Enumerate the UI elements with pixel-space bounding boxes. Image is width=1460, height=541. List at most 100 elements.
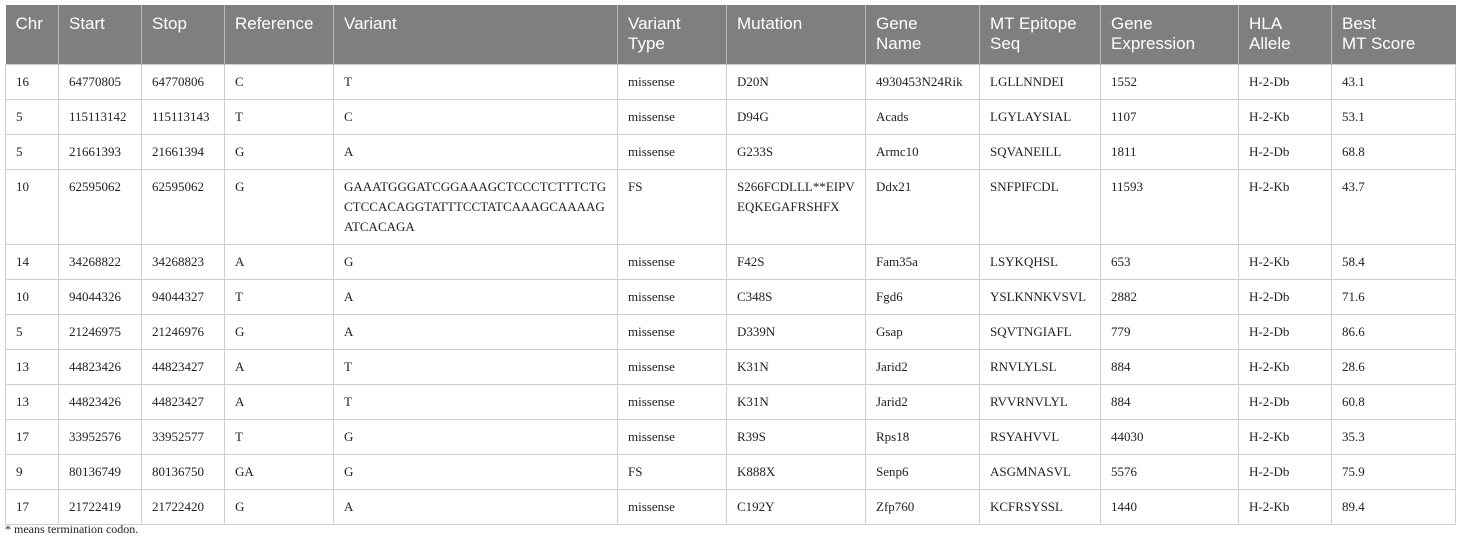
- cell-reference: T: [224, 99, 334, 135]
- header-text: Name: [876, 34, 922, 53]
- cell-reference: A: [224, 244, 334, 280]
- cell-stop: 64770806: [141, 64, 225, 100]
- cell-mt-epitope-seq: SQVANEILL: [979, 134, 1101, 170]
- cell-hla-allele: H-2-Kb: [1238, 489, 1332, 525]
- cell-mt-epitope-seq: ASGMNASVL: [979, 454, 1101, 490]
- cell-stop: 80136750: [141, 454, 225, 490]
- cell-gene-expression: 1440: [1100, 489, 1239, 525]
- cell-best-mt-score: 71.6: [1331, 279, 1456, 315]
- cell-stop: 21722420: [141, 489, 225, 525]
- cell-gene-expression: 884: [1100, 384, 1239, 420]
- cell-best-mt-score: 28.6: [1331, 349, 1456, 385]
- column-header-mutation: Mutation: [726, 5, 866, 65]
- cell-stop: 21246976: [141, 314, 225, 350]
- cell-gene-expression: 1811: [1100, 134, 1239, 170]
- cell-variant: C: [333, 99, 618, 135]
- cell-best-mt-score: 35.3: [1331, 419, 1456, 455]
- cell-chr: 9: [5, 454, 59, 490]
- cell-variant-type: missense: [617, 279, 727, 315]
- cell-start: 21722419: [58, 489, 142, 525]
- cell-mutation: S266FCDLLL**EIPVEQKEGAFRSHFX: [726, 169, 866, 245]
- column-header-variant-type: Variant Type: [617, 5, 727, 65]
- table-row: 10 62595062 62595062 G GAAATGGGATCGGAAAGCTCC…: [5, 169, 1456, 245]
- cell-gene-name: Jarid2: [865, 349, 980, 385]
- cell-best-mt-score: 58.4: [1331, 244, 1456, 280]
- column-header-best-mt-score: Best MT Score: [1331, 5, 1456, 65]
- cell-gene-name: Zfp760: [865, 489, 980, 525]
- cell-hla-allele: H-2-Kb: [1238, 169, 1332, 245]
- header-text: Gene: [876, 14, 918, 33]
- cell-variant-type: missense: [617, 489, 727, 525]
- header-text: Mutation: [737, 14, 803, 33]
- column-header-gene-expression: Gene Expression: [1100, 5, 1239, 65]
- cell-hla-allele: H-2-Db: [1238, 64, 1332, 100]
- cell-mutation: D339N: [726, 314, 866, 350]
- cell-stop: 62595062: [141, 169, 225, 245]
- cell-gene-expression: 2882: [1100, 279, 1239, 315]
- cell-chr: 17: [5, 489, 59, 525]
- cell-hla-allele: H-2-Kb: [1238, 99, 1332, 135]
- cell-gene-expression: 779: [1100, 314, 1239, 350]
- cell-stop: 94044327: [141, 279, 225, 315]
- cell-reference: T: [224, 419, 334, 455]
- header-text: Start: [69, 14, 105, 33]
- table-container: Chr Start Stop Reference Variant Variant…: [5, 5, 1456, 525]
- cell-variant-type: missense: [617, 244, 727, 280]
- cell-hla-allele: H-2-Db: [1238, 384, 1332, 420]
- cell-best-mt-score: 60.8: [1331, 384, 1456, 420]
- cell-chr: 13: [5, 349, 59, 385]
- cell-variant: A: [333, 314, 618, 350]
- table-footnote: * means termination codon.: [5, 522, 139, 536]
- column-header-gene-name: Gene Name: [865, 5, 980, 65]
- cell-gene-name: Gsap: [865, 314, 980, 350]
- header-text: Gene: [1111, 14, 1153, 33]
- table-row: 9 80136749 80136750 GA G FS K888X Senp6 ASGMNASV…: [5, 454, 1456, 490]
- header-text: HLA: [1249, 14, 1283, 33]
- cell-reference: A: [224, 384, 334, 420]
- cell-start: 62595062: [58, 169, 142, 245]
- header-text: Type: [628, 34, 665, 53]
- cell-chr: 5: [5, 314, 59, 350]
- cell-mt-epitope-seq: LGLLNNDEI: [979, 64, 1101, 100]
- cell-chr: 13: [5, 384, 59, 420]
- cell-best-mt-score: 53.1: [1331, 99, 1456, 135]
- cell-chr: 10: [5, 279, 59, 315]
- header-text: Expression: [1111, 34, 1196, 53]
- cell-variant-type: missense: [617, 134, 727, 170]
- header-text: Stop: [152, 14, 187, 33]
- column-header-hla-allele: HLA Allele: [1238, 5, 1332, 65]
- column-header-chr: Chr: [5, 5, 59, 65]
- cell-gene-expression: 5576: [1100, 454, 1239, 490]
- cell-mutation: R39S: [726, 419, 866, 455]
- cell-stop: 115113143: [141, 99, 225, 135]
- header-text: MT Score: [1342, 34, 1416, 53]
- cell-gene-name: Senp6: [865, 454, 980, 490]
- cell-reference: T: [224, 279, 334, 315]
- cell-mt-epitope-seq: LSYKQHSL: [979, 244, 1101, 280]
- cell-chr: 16: [5, 64, 59, 100]
- cell-gene-name: Fam35a: [865, 244, 980, 280]
- header-text: Reference: [235, 14, 314, 33]
- cell-variant-type: missense: [617, 64, 727, 100]
- cell-variant: A: [333, 279, 618, 315]
- cell-stop: 34268823: [141, 244, 225, 280]
- cell-variant-type: missense: [617, 384, 727, 420]
- cell-gene-name: Ddx21: [865, 169, 980, 245]
- variant-table: Chr Start Stop Reference Variant Variant…: [5, 5, 1456, 525]
- cell-gene-expression: 884: [1100, 349, 1239, 385]
- cell-hla-allele: H-2-Kb: [1238, 349, 1332, 385]
- cell-variant: T: [333, 349, 618, 385]
- cell-mutation: K31N: [726, 349, 866, 385]
- cell-reference: C: [224, 64, 334, 100]
- cell-mutation: C192Y: [726, 489, 866, 525]
- cell-mutation: K888X: [726, 454, 866, 490]
- cell-mutation: F42S: [726, 244, 866, 280]
- cell-gene-name: Jarid2: [865, 384, 980, 420]
- cell-stop: 33952577: [141, 419, 225, 455]
- cell-reference: G: [224, 169, 334, 245]
- cell-chr: 5: [5, 99, 59, 135]
